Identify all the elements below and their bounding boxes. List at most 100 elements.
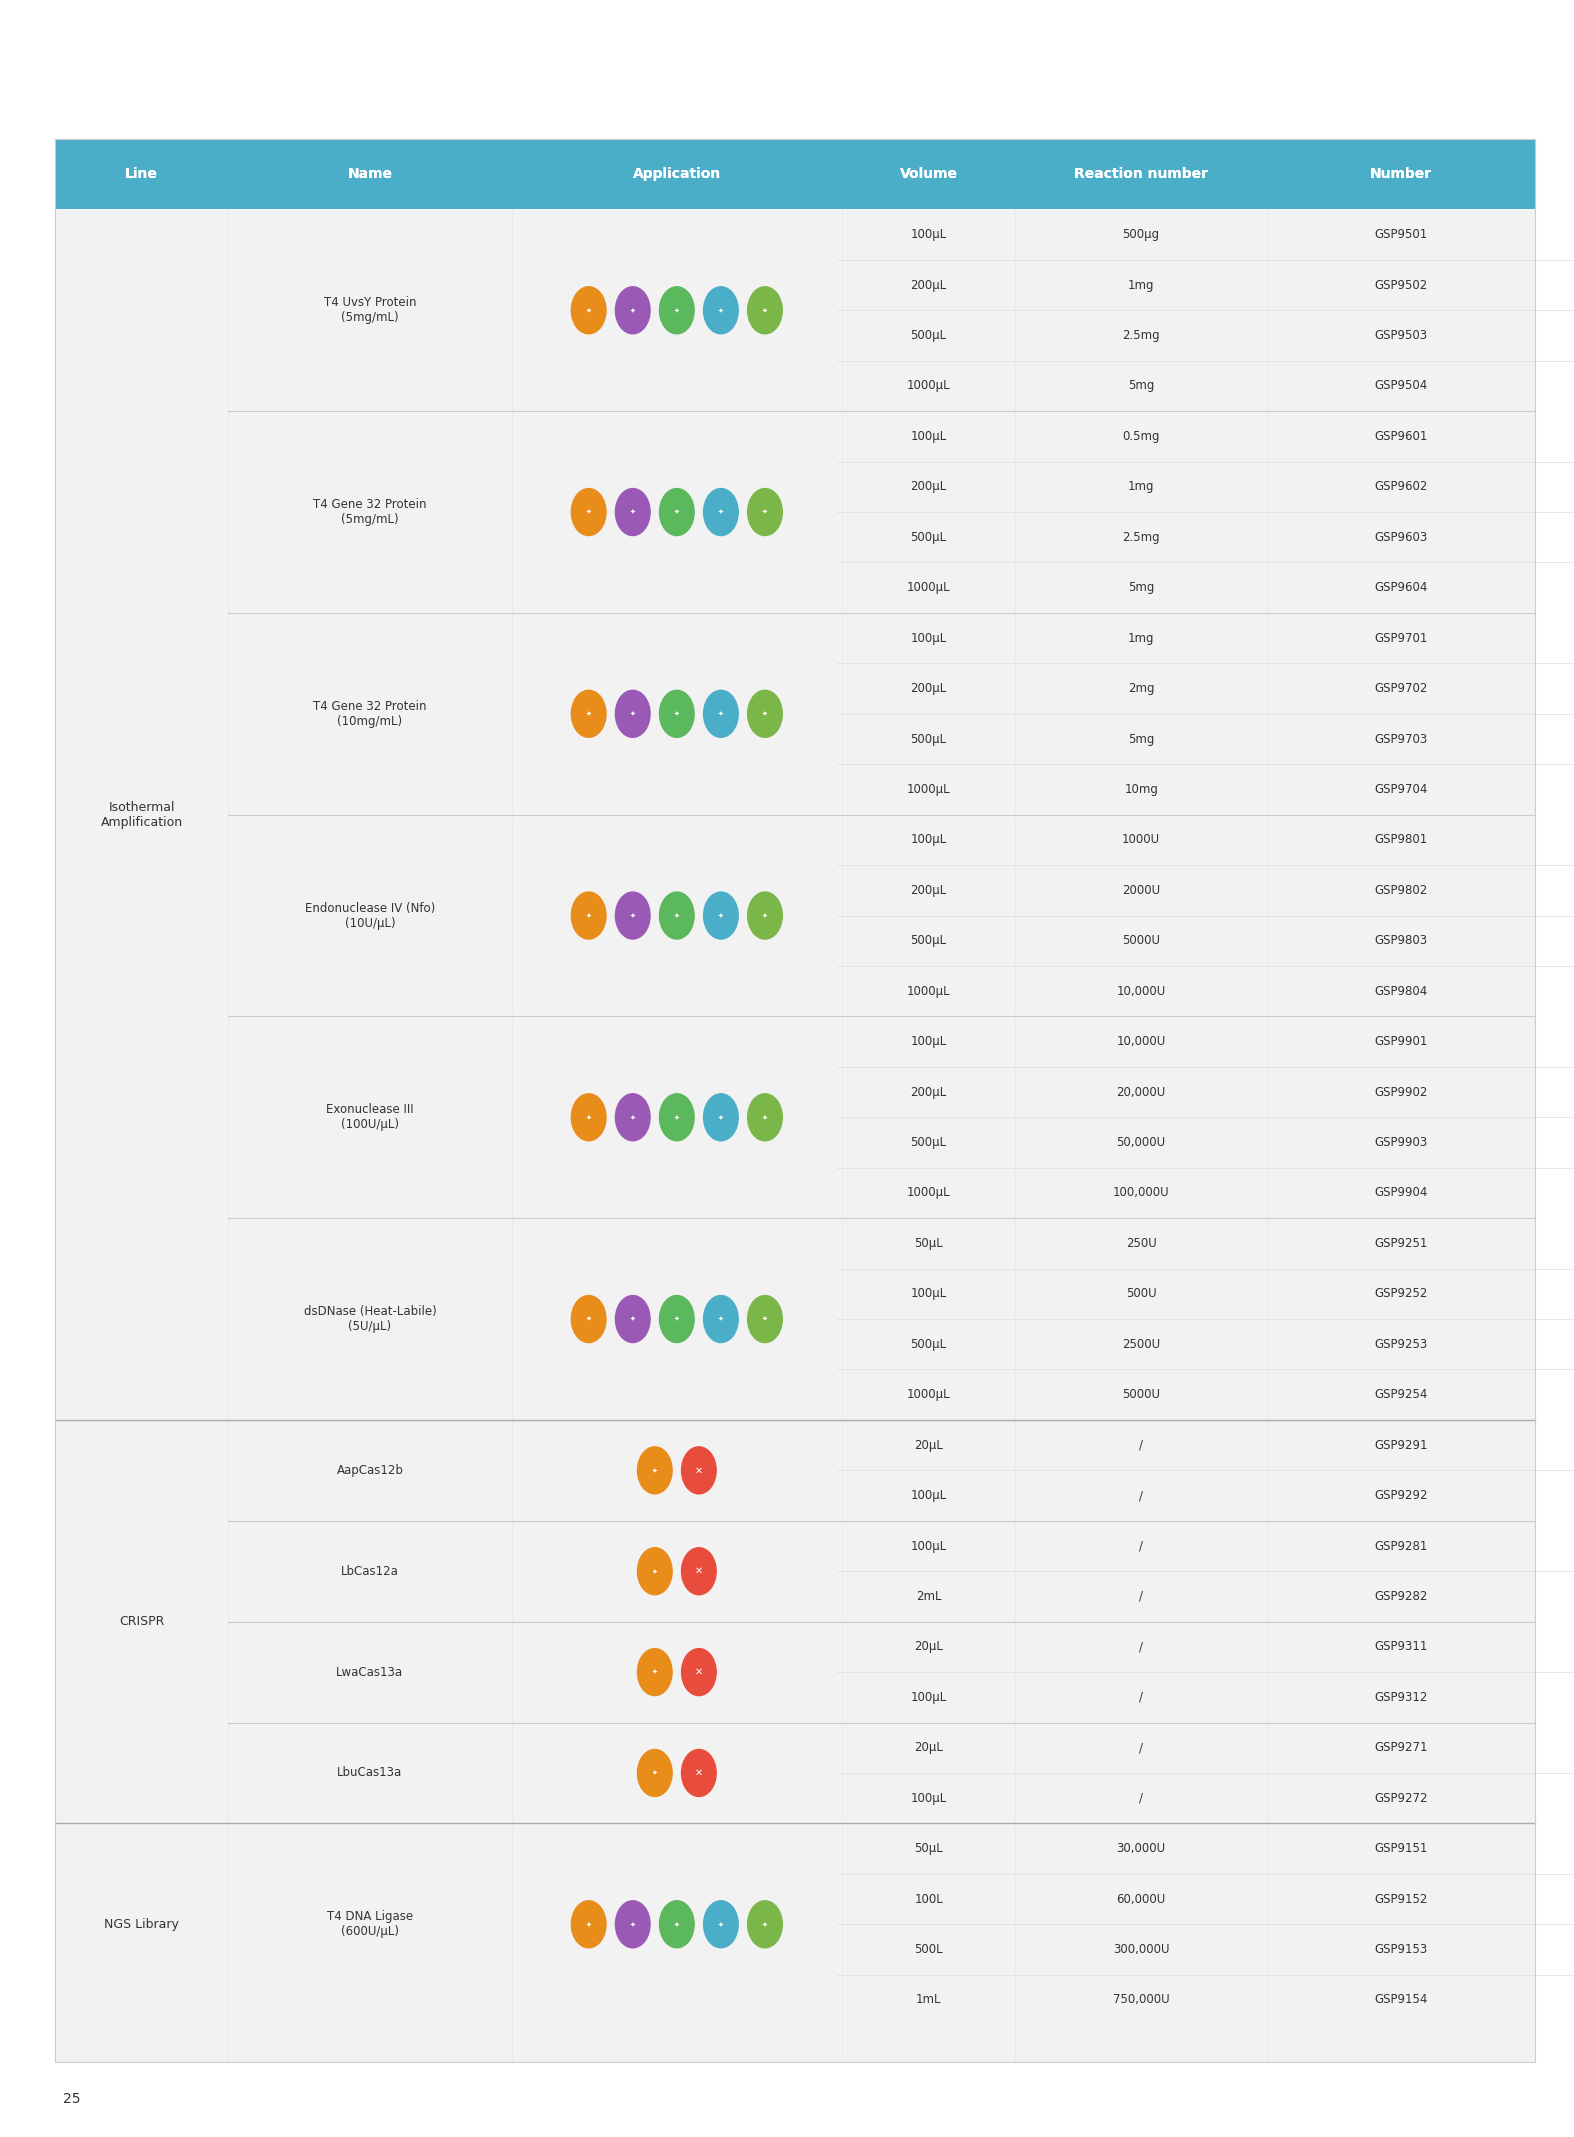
Text: 2000U: 2000U	[1122, 885, 1160, 898]
Text: ✦: ✦	[586, 712, 592, 716]
Text: Application: Application	[633, 167, 721, 182]
Circle shape	[682, 1547, 716, 1594]
Text: Volume: Volume	[900, 167, 957, 182]
Text: 500U: 500U	[1125, 1286, 1157, 1299]
Circle shape	[704, 690, 738, 737]
Text: 1000U: 1000U	[1122, 833, 1160, 846]
Text: GSP9281: GSP9281	[1374, 1539, 1428, 1551]
Text: /: /	[1140, 1539, 1143, 1551]
Text: 5mg: 5mg	[1129, 733, 1154, 746]
Circle shape	[615, 1295, 650, 1342]
Circle shape	[615, 1094, 650, 1141]
Text: GSP9801: GSP9801	[1374, 833, 1428, 846]
Text: 500μL: 500μL	[911, 530, 946, 543]
Text: 200μL: 200μL	[910, 481, 948, 494]
Text: 60,000U: 60,000U	[1116, 1893, 1166, 1906]
Text: 200μL: 200μL	[910, 885, 948, 898]
Circle shape	[704, 891, 738, 938]
Circle shape	[615, 891, 650, 938]
Text: T4 UvsY Protein
(5mg/mL): T4 UvsY Protein (5mg/mL)	[324, 297, 416, 325]
Text: /: /	[1140, 1590, 1143, 1603]
Text: 5mg: 5mg	[1129, 581, 1154, 594]
Text: GSP9291: GSP9291	[1374, 1438, 1428, 1451]
Text: 10,000U: 10,000U	[1116, 985, 1166, 998]
Text: ✦: ✦	[586, 912, 592, 919]
Text: GSP9253: GSP9253	[1374, 1338, 1428, 1351]
Text: dsDNase (Heat-Labile)
(5U/μL): dsDNase (Heat-Labile) (5U/μL)	[304, 1306, 436, 1333]
Text: GSP9311: GSP9311	[1374, 1641, 1428, 1654]
FancyBboxPatch shape	[55, 139, 1535, 209]
Text: 25: 25	[63, 2092, 80, 2105]
Text: ✦: ✦	[630, 509, 636, 515]
Text: LwaCas13a: LwaCas13a	[337, 1665, 403, 1678]
Text: Exonuclease III
(100U/μL): Exonuclease III (100U/μL)	[326, 1103, 414, 1130]
Text: ✦: ✦	[674, 509, 680, 515]
Circle shape	[571, 690, 606, 737]
Text: ✦: ✦	[586, 1316, 592, 1323]
Text: ✦: ✦	[762, 308, 768, 314]
Text: 1mL: 1mL	[916, 1994, 941, 2007]
Text: ✦: ✦	[762, 1316, 768, 1323]
Text: Number: Number	[1369, 167, 1432, 182]
Text: 1mg: 1mg	[1129, 633, 1154, 645]
Text: ✦: ✦	[674, 1113, 680, 1120]
Text: GSP9153: GSP9153	[1374, 1943, 1428, 1955]
Text: GSP9252: GSP9252	[1374, 1286, 1428, 1299]
Text: LbuCas13a: LbuCas13a	[337, 1767, 403, 1780]
Text: T4 DNA Ligase
(600U/μL): T4 DNA Ligase (600U/μL)	[327, 1910, 412, 1938]
Text: 2.5mg: 2.5mg	[1122, 329, 1160, 342]
Text: ✦: ✦	[652, 1569, 658, 1575]
Text: GSP9154: GSP9154	[1374, 1994, 1428, 2007]
Text: 2mg: 2mg	[1129, 682, 1154, 695]
Text: 500μL: 500μL	[911, 733, 946, 746]
Text: 5mg: 5mg	[1129, 380, 1154, 393]
Text: 1000μL: 1000μL	[907, 782, 951, 795]
Circle shape	[660, 489, 694, 536]
Text: Volume: Volume	[900, 167, 957, 182]
Text: Line: Line	[126, 167, 157, 182]
Text: 500μL: 500μL	[911, 1338, 946, 1351]
Text: 1mg: 1mg	[1129, 278, 1154, 291]
Text: ✕: ✕	[694, 1667, 704, 1678]
Text: ✕: ✕	[694, 1566, 704, 1577]
Text: LbCas12a: LbCas12a	[342, 1564, 398, 1577]
Circle shape	[660, 891, 694, 938]
Circle shape	[704, 1295, 738, 1342]
Circle shape	[660, 1900, 694, 1947]
Text: 20μL: 20μL	[914, 1641, 943, 1654]
Text: Name: Name	[348, 167, 392, 182]
Text: 1000μL: 1000μL	[907, 1389, 951, 1402]
Text: GSP9704: GSP9704	[1374, 782, 1428, 795]
Text: ✦: ✦	[630, 1113, 636, 1120]
Text: 100μL: 100μL	[910, 1690, 948, 1703]
Text: /: /	[1140, 1791, 1143, 1804]
Circle shape	[660, 1094, 694, 1141]
Text: GSP9804: GSP9804	[1374, 985, 1428, 998]
Text: ✦: ✦	[718, 712, 724, 716]
Text: 50,000U: 50,000U	[1116, 1137, 1166, 1150]
Circle shape	[660, 286, 694, 333]
Circle shape	[571, 1900, 606, 1947]
Text: 100μL: 100μL	[910, 1791, 948, 1804]
Text: CRISPR: CRISPR	[120, 1616, 164, 1628]
Text: GSP9504: GSP9504	[1374, 380, 1428, 393]
Text: 300,000U: 300,000U	[1113, 1943, 1169, 1955]
Text: GSP9603: GSP9603	[1374, 530, 1428, 543]
Text: Number: Number	[1369, 167, 1432, 182]
Text: Reaction number: Reaction number	[1073, 167, 1209, 182]
Text: ✦: ✦	[674, 912, 680, 919]
Text: 20μL: 20μL	[914, 1438, 943, 1451]
Text: GSP9272: GSP9272	[1374, 1791, 1428, 1804]
Text: ✦: ✦	[630, 308, 636, 314]
Text: /: /	[1140, 1438, 1143, 1451]
Circle shape	[660, 690, 694, 737]
Text: 200μL: 200μL	[910, 278, 948, 291]
Text: 100μL: 100μL	[910, 229, 948, 241]
Text: Line: Line	[126, 167, 157, 182]
FancyBboxPatch shape	[55, 139, 1535, 209]
Text: GSP9282: GSP9282	[1374, 1590, 1428, 1603]
Text: GSP9251: GSP9251	[1374, 1237, 1428, 1250]
Text: ✦: ✦	[652, 1468, 658, 1472]
Text: 100μL: 100μL	[910, 1286, 948, 1299]
Text: GSP9703: GSP9703	[1374, 733, 1428, 746]
